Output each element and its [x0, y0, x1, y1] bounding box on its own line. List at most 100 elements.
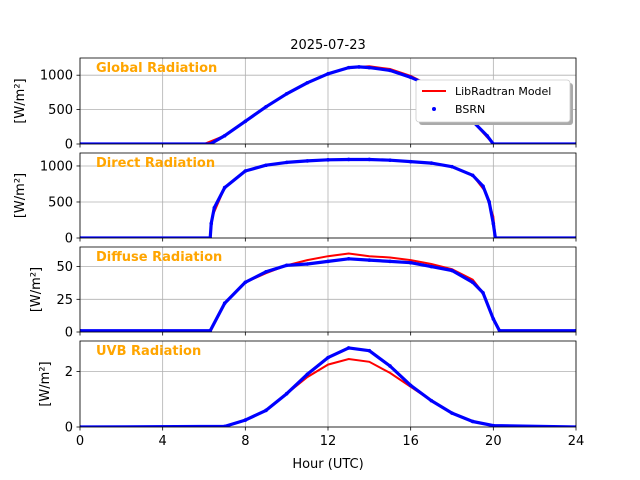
y-axis-label: [W/m²] [29, 267, 44, 312]
bsrn-point [212, 205, 217, 210]
plot-area [80, 157, 576, 238]
bsrn-point [491, 317, 496, 321]
y-tick-label: 500 [48, 195, 73, 210]
bsrn-point [408, 159, 413, 164]
bsrn-point [481, 184, 485, 188]
bsrn-point [264, 105, 268, 109]
bsrn-point [450, 164, 454, 169]
bsrn-point [450, 411, 454, 415]
bsrn-point [470, 280, 475, 285]
y-tick-label: 0 [65, 138, 73, 153]
bsrn-point [346, 346, 351, 350]
bsrn-point [408, 260, 413, 265]
x-tick-label: 20 [485, 434, 502, 449]
bsrn-point [497, 328, 502, 332]
y-tick-label: 500 [48, 103, 73, 118]
legend-bsrn-swatch [432, 107, 436, 111]
bsrn-point [243, 119, 248, 124]
x-tick-label: 16 [402, 434, 419, 449]
plot-area [80, 346, 576, 427]
bsrn-point [80, 142, 82, 144]
bsrn-point [243, 280, 248, 285]
x-tick-label: 12 [320, 434, 337, 449]
bsrn-point [408, 383, 413, 388]
bsrn-point [388, 68, 392, 73]
bsrn-point [305, 262, 310, 266]
bsrn-point [367, 65, 372, 70]
bsrn-point [208, 328, 212, 332]
y-tick-label: 0 [65, 232, 73, 247]
y-tick-label: 50 [56, 260, 73, 275]
bsrn-point [80, 425, 82, 427]
bsrn-point [209, 221, 214, 226]
panel-1: 0 500 1000 [W/m²] Direct Radiation [13, 152, 577, 247]
bsrn-point [80, 328, 82, 332]
x-tick-label: 4 [159, 434, 167, 449]
bsrn-point [243, 418, 248, 422]
bsrn-point [574, 425, 576, 427]
y-axis-label: [W/m²] [38, 361, 53, 406]
bsrn-point [388, 158, 392, 163]
series-model-line [209, 252, 495, 332]
panel-label: UVB Radiation [96, 344, 201, 359]
legend-box [415, 79, 571, 123]
y-tick-label: 1000 [40, 69, 73, 84]
y-axis-label: [W/m²] [13, 78, 28, 123]
bsrn-point [367, 348, 372, 353]
panel-label: Direct Radiation [96, 156, 215, 171]
bsrn-point [357, 65, 361, 69]
bsrn-point [491, 221, 496, 226]
bsrn-point [208, 142, 212, 144]
bsrn-point [429, 161, 434, 165]
x-tick-label: 24 [568, 434, 585, 449]
bsrn-point [367, 258, 372, 262]
x-tick-label: 0 [76, 434, 84, 449]
bsrn-point [481, 290, 485, 295]
bsrn-point [450, 268, 454, 273]
legend-bsrn-label: BSRN [455, 103, 485, 116]
bsrn-point [284, 91, 289, 96]
bsrn-point [470, 173, 475, 178]
bsrn-point [485, 133, 489, 138]
bsrn-point [80, 236, 82, 238]
panel-label: Diffuse Radiation [96, 250, 222, 265]
bsrn-point [429, 264, 434, 269]
panel-label: Global Radiation [96, 61, 217, 76]
bsrn-point [346, 256, 351, 261]
y-tick-label: 0 [65, 421, 73, 436]
bsrn-point [388, 259, 392, 264]
bsrn-point [574, 328, 576, 332]
bsrn-point [346, 65, 351, 70]
y-axis-label: [W/m²] [13, 173, 28, 218]
bsrn-point [574, 236, 576, 238]
y-tick-label: 2 [65, 365, 73, 380]
bsrn-point [326, 259, 330, 264]
bsrn-point [243, 169, 248, 173]
bsrn-point [222, 424, 227, 427]
legend: LibRadtran Model BSRN [415, 79, 573, 125]
series-bsrn-line [80, 157, 576, 238]
chart-title: 2025-07-23 [290, 38, 366, 53]
x-axis-label: Hour (UTC) [292, 457, 363, 472]
bsrn-point [493, 236, 498, 238]
bsrn-point [284, 160, 289, 165]
bsrn-point [367, 157, 372, 162]
bsrn-point [264, 408, 268, 413]
bsrn-point [222, 301, 227, 306]
bsrn-point [574, 142, 576, 144]
bsrn-point [429, 398, 434, 403]
bsrn-point [305, 159, 310, 163]
bsrn-point [222, 133, 227, 138]
bsrn-point [264, 163, 268, 168]
y-tick-label: 25 [56, 293, 73, 308]
bsrn-point [264, 270, 268, 274]
bsrn-point [305, 372, 310, 377]
bsrn-point [326, 72, 330, 76]
bsrn-point [388, 364, 392, 368]
bsrn-point [470, 419, 475, 424]
plot-area [80, 252, 576, 332]
x-tick-label: 8 [241, 434, 249, 449]
bsrn-point [408, 75, 413, 80]
series-bsrn-line [80, 346, 576, 427]
